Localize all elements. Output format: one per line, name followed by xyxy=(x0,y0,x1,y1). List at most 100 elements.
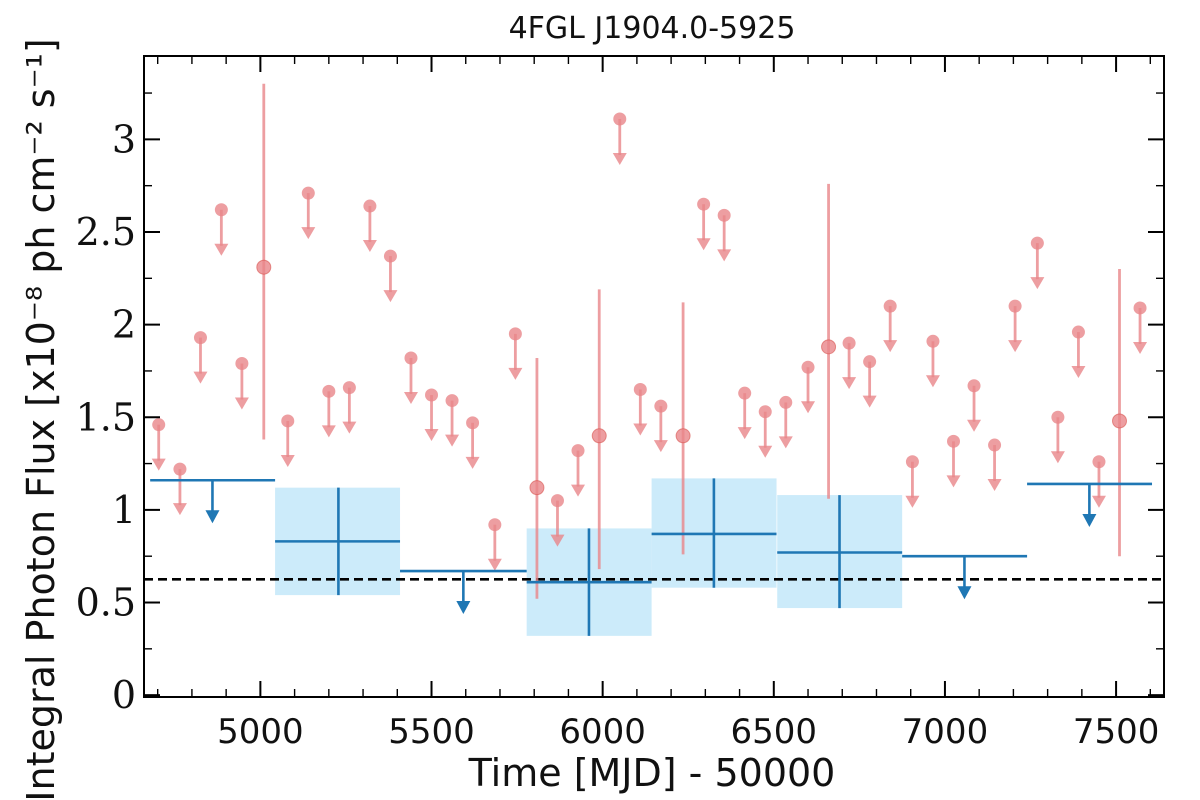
upper-limit-point xyxy=(738,386,752,400)
upper-limit-point xyxy=(717,208,731,222)
upper-limit-point xyxy=(801,360,815,374)
upper-limit-point xyxy=(488,518,502,532)
upper-limit-point xyxy=(1051,410,1065,424)
upper-limit-point xyxy=(173,462,187,476)
y-tick-label: 1.5 xyxy=(76,395,136,439)
upper-limit-arrow-head xyxy=(1030,277,1045,290)
upper-limit-point xyxy=(508,327,522,341)
detection-point xyxy=(591,428,607,444)
upper-limit-arrow-head xyxy=(778,436,793,449)
upper-limit-arrow-head xyxy=(550,534,565,547)
upper-limit-point xyxy=(301,186,315,200)
upper-limit-point xyxy=(967,379,981,393)
upper-limit-point xyxy=(404,351,418,365)
plot-frame xyxy=(143,55,1165,698)
upper-limit-arrow-head xyxy=(465,456,480,469)
upper-limit-arrow-head xyxy=(1008,340,1023,353)
upper-limit-arrow-head xyxy=(1133,341,1148,354)
upper-limit-arrow-head xyxy=(172,503,187,516)
upper-limit-point xyxy=(425,388,439,402)
y-tick-label: 1 xyxy=(112,488,136,532)
upper-limit-arrow-head xyxy=(946,475,961,488)
upper-limit-arrow-head xyxy=(301,227,316,240)
upper-limit-arrow-head xyxy=(193,371,208,384)
upper-limit-arrow-head xyxy=(1071,366,1086,379)
upper-limit-arrow-head xyxy=(342,421,357,434)
detection-point xyxy=(529,480,545,496)
upper-limit-arrow-head xyxy=(508,367,523,380)
upper-limit-arrow-head xyxy=(1050,451,1065,464)
upper-limit-point xyxy=(571,444,585,458)
upper-limit-arrow-head xyxy=(905,495,920,508)
upper-limit-arrow-head xyxy=(883,340,898,353)
chart-title: 4FGL J1904.0-5925 xyxy=(509,11,796,46)
upper-limit-point xyxy=(1133,301,1147,315)
x-tick-label: 7000 xyxy=(902,712,989,752)
coarse-upper-limit-arrow-head xyxy=(957,586,972,600)
upper-limit-arrow-head xyxy=(1091,495,1106,508)
upper-limit-point xyxy=(235,357,249,371)
upper-limit-point xyxy=(466,416,480,430)
y-tick-label: 0 xyxy=(112,673,136,717)
upper-limit-point xyxy=(1008,299,1022,313)
upper-limit-point xyxy=(988,438,1002,452)
coarse-upper-limit-arrow-head xyxy=(205,510,220,524)
x-tick-label: 6000 xyxy=(559,712,646,752)
coarse-bin-points xyxy=(150,478,1153,636)
upper-limit-arrow-head xyxy=(633,423,648,436)
upper-limit-point xyxy=(152,418,166,432)
upper-limit-arrow-head xyxy=(321,425,336,438)
upper-limit-point xyxy=(779,395,793,409)
upper-limit-arrow-head xyxy=(487,558,502,571)
upper-limit-point xyxy=(445,394,459,408)
upper-limit-arrow-head xyxy=(445,434,460,447)
detection-point xyxy=(1112,413,1128,429)
fine-bin-points xyxy=(151,83,1148,599)
upper-limit-point xyxy=(1092,455,1106,469)
upper-limit-point xyxy=(1071,325,1085,339)
y-tick-label: 0.5 xyxy=(76,581,136,625)
upper-limit-point xyxy=(758,405,772,419)
upper-limit-arrow-head xyxy=(925,375,940,388)
upper-limit-point xyxy=(1030,236,1044,250)
upper-limit-arrow-head xyxy=(234,397,249,410)
upper-limit-point xyxy=(926,334,940,348)
upper-limit-arrow-head xyxy=(696,238,711,251)
upper-limit-point xyxy=(842,336,856,350)
upper-limit-arrow-head xyxy=(403,391,418,404)
upper-limit-point xyxy=(863,355,877,369)
x-tick-label: 5500 xyxy=(388,712,475,752)
upper-limit-arrow-head xyxy=(362,240,377,253)
upper-limit-arrow-head xyxy=(987,479,1002,492)
upper-limit-point xyxy=(214,203,228,217)
upper-limit-arrow-head xyxy=(758,445,773,458)
x-tick-label: 7500 xyxy=(1073,712,1160,752)
upper-limit-point xyxy=(633,382,647,396)
upper-limit-arrow-head xyxy=(862,395,877,408)
upper-limit-arrow-head xyxy=(653,440,668,453)
x-tick-label: 6500 xyxy=(731,712,818,752)
x-axis-label: Time [MJD] - 50000 xyxy=(468,751,836,795)
detection-point xyxy=(821,339,837,355)
upper-limit-arrow-head xyxy=(717,249,732,262)
upper-limit-arrow-head xyxy=(612,152,627,165)
detection-point xyxy=(675,428,691,444)
upper-limit-point xyxy=(363,199,377,213)
upper-limit-point xyxy=(342,381,356,395)
upper-limit-arrow-head xyxy=(151,458,166,471)
axes: 5000 5500 6000 6500 7000 7500 0 0.5 1 1.5 2 2.5 3 xyxy=(76,55,1165,752)
upper-limit-point xyxy=(905,455,919,469)
y-axis-label: Integral Photon Flux [x10⁻⁸ ph cm⁻² s⁻¹] xyxy=(19,38,63,800)
upper-limit-arrow-head xyxy=(842,377,857,390)
upper-limit-point xyxy=(322,384,336,398)
upper-limit-arrow-head xyxy=(424,429,439,442)
x-tick-label: 5000 xyxy=(217,712,304,752)
coarse-upper-limit-arrow-head xyxy=(456,601,471,615)
upper-limit-arrow-head xyxy=(214,243,229,256)
upper-limit-point xyxy=(281,414,295,428)
y-tick-label: 2 xyxy=(112,303,136,347)
upper-limit-point xyxy=(193,331,207,345)
upper-limit-point xyxy=(550,494,564,508)
upper-limit-arrow-head xyxy=(571,484,586,497)
